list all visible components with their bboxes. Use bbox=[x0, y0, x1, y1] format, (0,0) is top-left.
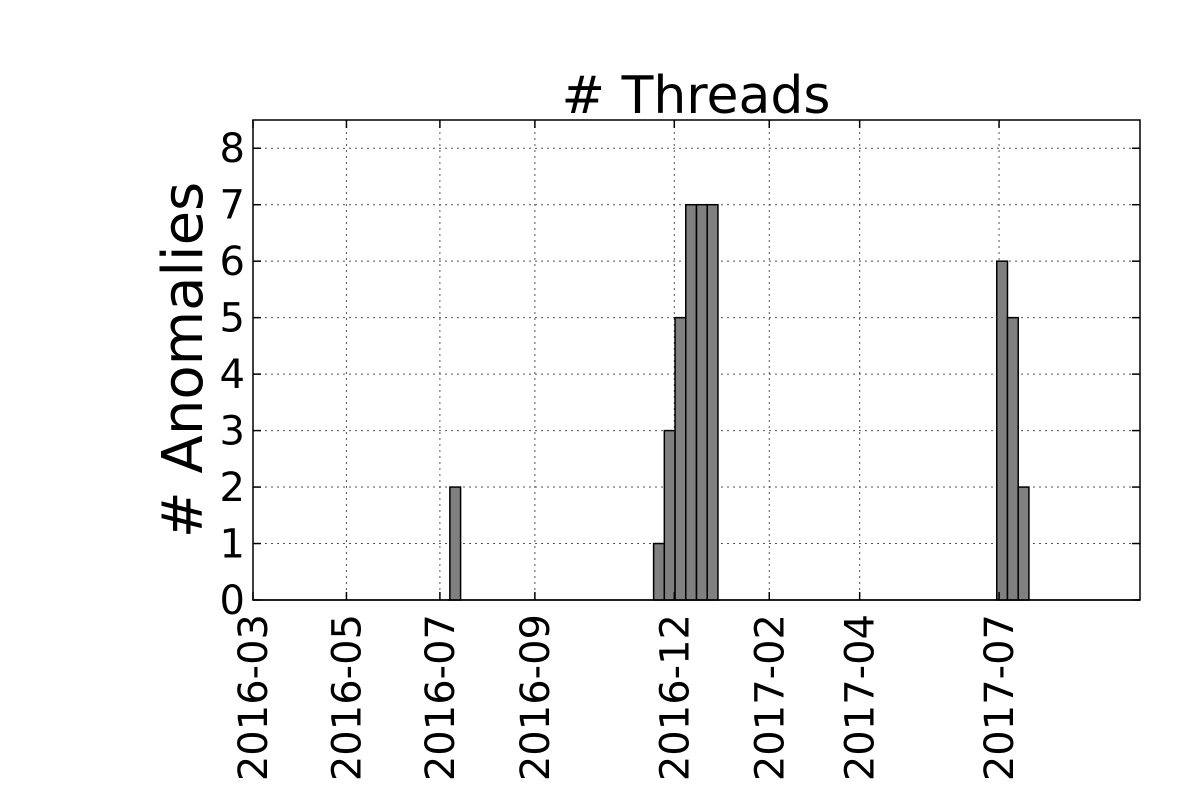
x-tick-label: 2016-07 bbox=[418, 614, 464, 781]
x-tick-label: 2016-05 bbox=[324, 614, 370, 781]
bar bbox=[663, 429, 676, 601]
bar bbox=[695, 203, 708, 601]
y-tick-label: 5 bbox=[220, 296, 245, 342]
ticks: 0 1 2 3 4 5 6 7 8 2016-03 2016-05 2016-07 2016-09 201… bbox=[220, 120, 1140, 781]
x-tick-label: 2016-12 bbox=[652, 614, 698, 781]
y-tick-label: 6 bbox=[220, 239, 245, 285]
y-tick-label: 7 bbox=[220, 183, 245, 229]
x-tick-label: 2017-02 bbox=[747, 614, 793, 781]
bar bbox=[449, 486, 462, 601]
bar bbox=[1017, 486, 1030, 601]
bar bbox=[685, 203, 698, 601]
y-tick-label: 3 bbox=[220, 409, 245, 455]
bars bbox=[449, 203, 1030, 601]
y-tick-label: 2 bbox=[220, 465, 245, 511]
x-tick-label: 2016-03 bbox=[231, 614, 277, 781]
x-tick-label: 2017-04 bbox=[838, 614, 884, 781]
x-tick-label: 2016-09 bbox=[513, 614, 559, 781]
y-tick-label: 0 bbox=[220, 578, 245, 624]
y-axis-label: # Anomalies bbox=[151, 182, 216, 538]
y-tick-label: 4 bbox=[220, 352, 245, 398]
y-tick-label: 1 bbox=[220, 522, 245, 568]
bar bbox=[996, 260, 1009, 601]
bar bbox=[652, 542, 666, 601]
bar bbox=[1006, 316, 1019, 601]
chart-title: # Threads bbox=[561, 66, 830, 126]
bar bbox=[706, 203, 719, 601]
y-tick-label: 8 bbox=[220, 126, 245, 172]
plot-frame bbox=[252, 119, 1141, 601]
x-tick-label: 2017-07 bbox=[977, 614, 1023, 781]
bar bbox=[674, 316, 687, 601]
